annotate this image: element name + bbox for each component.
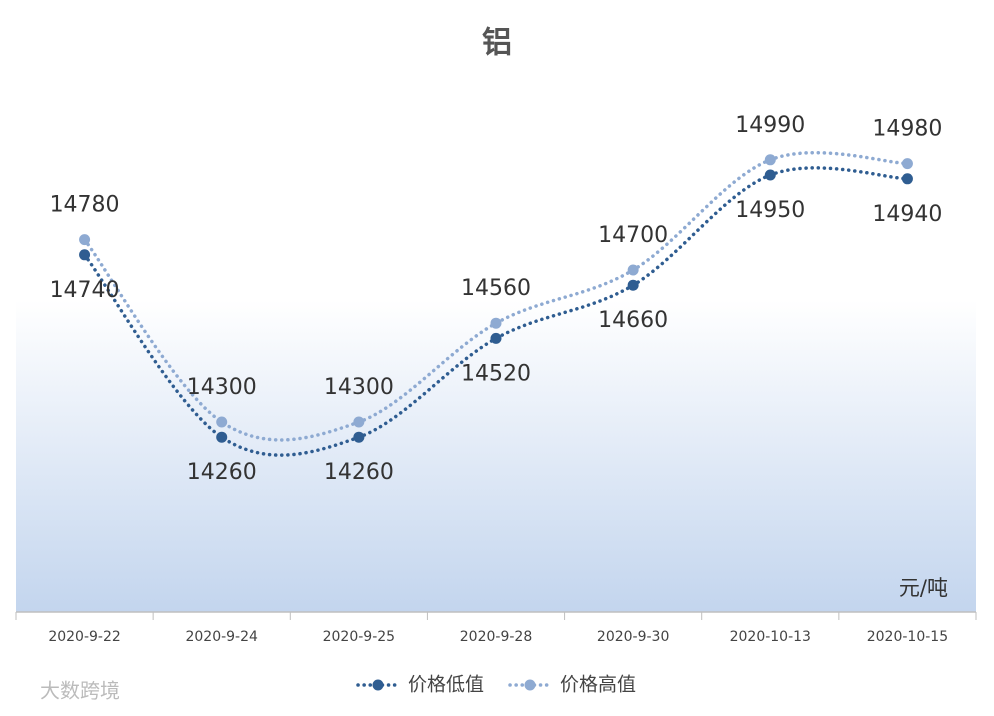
data-label: 14260 xyxy=(324,460,394,485)
x-tick-label: 2020-9-28 xyxy=(460,629,532,645)
point xyxy=(627,264,639,276)
data-label: 14560 xyxy=(461,276,531,301)
data-label: 14700 xyxy=(598,223,668,248)
data-label: 14990 xyxy=(735,113,805,138)
legend-label: 价格高值 xyxy=(560,674,636,696)
data-label: 14520 xyxy=(461,361,531,386)
series-line xyxy=(82,166,910,457)
plot-background xyxy=(16,300,976,612)
legend-label: 价格低值 xyxy=(408,674,484,696)
legend-marker xyxy=(372,679,384,691)
data-label: 14260 xyxy=(187,460,257,485)
data-label: 14740 xyxy=(50,278,120,303)
point xyxy=(353,431,365,443)
point xyxy=(627,279,639,291)
chart-title: 铝 xyxy=(482,26,512,61)
point xyxy=(490,317,502,329)
x-tick-label: 2020-9-25 xyxy=(323,629,395,645)
x-tick-label: 2020-9-22 xyxy=(48,629,120,645)
point xyxy=(216,431,228,443)
legend-marker xyxy=(524,679,536,691)
unit-label: 元/吨 xyxy=(899,576,948,600)
data-label: 14940 xyxy=(872,202,942,227)
x-tick-label: 2020-9-30 xyxy=(597,629,669,645)
point xyxy=(216,416,228,428)
data-label: 14300 xyxy=(324,375,394,400)
point xyxy=(764,169,776,181)
point xyxy=(901,158,913,170)
point xyxy=(353,416,365,428)
data-label: 14780 xyxy=(50,193,120,218)
point xyxy=(901,173,913,185)
series-line xyxy=(82,151,910,442)
x-tick-label: 2020-9-24 xyxy=(185,629,258,645)
data-label: 14300 xyxy=(187,375,257,400)
x-tick-label: 2020-10-15 xyxy=(867,629,948,645)
point xyxy=(490,332,502,344)
point xyxy=(79,249,91,261)
watermark: 大数跨境 xyxy=(40,679,120,703)
x-tick-label: 2020-10-13 xyxy=(730,629,811,645)
point xyxy=(764,154,776,166)
data-label: 14980 xyxy=(872,117,942,142)
data-label: 14950 xyxy=(735,198,805,223)
data-label: 14660 xyxy=(598,308,668,333)
point xyxy=(79,234,91,246)
